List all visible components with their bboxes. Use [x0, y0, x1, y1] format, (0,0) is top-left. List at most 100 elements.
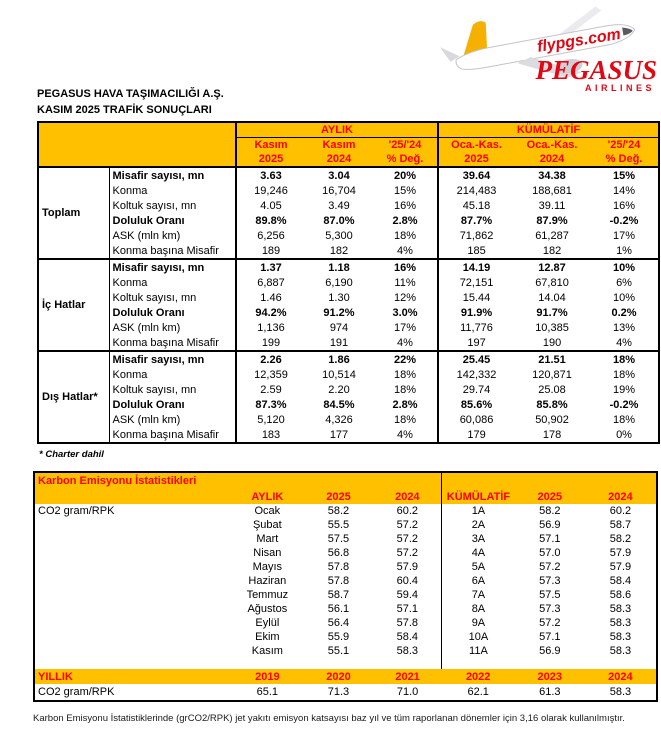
value-cell: 14.19	[438, 258, 515, 275]
traffic-row: Doluluk Oranı 89.8% 87.0% 2.8% 87.7% 87.9% -0.…	[38, 213, 659, 228]
value-cell: 56.8	[327, 547, 350, 559]
value-cell: 190	[542, 336, 562, 349]
spacer-cell	[373, 658, 443, 669]
value-cell: 4%	[373, 335, 440, 351]
value-cell: 5,120	[257, 413, 285, 426]
traffic-row: ASK (mln km) 6,256 5,300 18% 71,862 61,287 17%	[38, 228, 659, 243]
carbon-monthly-row: Ağustos 56.1 57.1 8A 57.3 58.3	[34, 602, 657, 616]
value-cell: 14%	[613, 184, 636, 197]
value-cell: 58.3	[373, 644, 443, 658]
traffic-row: Konma başına Misafir 183 177 4% 179 178 0%	[38, 427, 659, 443]
value-cell: 58.3	[609, 645, 632, 657]
traffic-header-groups: AYLIK KÜMÜLATİF	[38, 122, 660, 167]
value-cell: 56.9	[539, 645, 561, 657]
value-cell: 3.0%	[373, 305, 440, 320]
value-cell: 4%	[373, 243, 440, 259]
carbon-row-label	[34, 518, 231, 532]
traffic-row: Doluluk Oranı 94.2% 91.2% 3.0% 91.9% 91.7% 0.2…	[38, 305, 659, 320]
col-header: 2025	[514, 489, 585, 504]
carbon-row-label	[34, 616, 231, 630]
metric-label: ASK (mln km)	[109, 228, 237, 243]
value-cell: 178	[542, 428, 562, 441]
value-cell: 185	[467, 244, 486, 257]
traffic-row: ASK (mln km) 5,120 4,326 18% 60,086 50,902 18%	[38, 412, 659, 427]
carbon-row-label	[34, 644, 231, 658]
value-cell: 56.1	[327, 603, 350, 615]
traffic-table-header: AYLIK KÜMÜLATİF Kasım Kasım '25/'24 Oca.…	[38, 122, 660, 168]
value-cell: 58.4	[609, 575, 632, 587]
value-cell: 58.2	[327, 505, 350, 517]
carbon-monthly-row: Ekim 55.9 58.4 10A 57.1 58.3	[34, 630, 657, 644]
value-cell: 65.1	[256, 686, 279, 698]
value-cell: 58.2	[609, 533, 632, 545]
value-cell: 182	[329, 244, 349, 257]
value-cell: 16%	[613, 199, 636, 212]
value-cell: 58.3	[609, 686, 632, 698]
col-header: 2025	[303, 489, 374, 504]
value-cell: 18%	[373, 382, 440, 397]
cumulative-group-header: KÜMÜLATİF	[438, 122, 660, 138]
value-cell: 59.4	[373, 588, 443, 602]
value-cell: 58.2	[539, 505, 561, 517]
value-cell: 34.38	[514, 166, 591, 183]
value-cell: 4%	[616, 336, 632, 349]
value-cell: 57.1	[373, 602, 443, 616]
value-cell: 10,385	[535, 321, 569, 334]
charter-footnote: * Charter dahil	[39, 449, 104, 460]
carbon-monthly-row: CO2 gram/RPK Ocak 58.2 60.2 1A 58.2 60.2	[34, 504, 657, 518]
carbon-yearly-values-row: CO2 gram/RPK 65.1 71.3 71.0 62.1 61.3 58.3	[34, 684, 657, 701]
value-cell: 87.9%	[536, 214, 568, 227]
value-cell: 4%	[373, 427, 440, 443]
month-cell: Haziran	[248, 575, 287, 587]
carbon-columns-row: AYLIK 2025 2024 KÜMÜLATİF 2025 2024	[34, 489, 657, 504]
metric-label: Doluluk Oranı	[109, 213, 237, 228]
value-cell: 182	[542, 244, 562, 257]
value-cell: 17%	[373, 320, 440, 335]
value-cell: 191	[329, 336, 349, 349]
airplane-tail-fin	[463, 21, 488, 56]
col-header: '25/'24	[590, 137, 660, 152]
month-cell: Mayıs	[252, 561, 283, 573]
value-cell: 17%	[613, 229, 636, 242]
pegasus-wordmark: PEGASUS	[534, 55, 657, 85]
cumulative-period-cell: 7A	[471, 589, 486, 601]
value-cell: 0.2%	[611, 306, 637, 319]
value-cell: 57.3	[539, 603, 561, 615]
month-cell: Kasım	[251, 645, 283, 657]
value-cell: 55.9	[327, 631, 350, 643]
metric-label: Konma başına Misafir	[109, 335, 237, 351]
spacer-cell	[34, 658, 231, 669]
value-cell: 94.2%	[255, 306, 287, 319]
value-cell: 29.74	[462, 383, 491, 396]
value-cell: 71.0	[396, 686, 419, 698]
metric-label: Koltuk sayısı, mn	[109, 382, 237, 397]
value-cell: 25.08	[538, 383, 566, 396]
cumulative-period-cell: 1A	[471, 505, 486, 517]
metric-label: ASK (mln km)	[109, 412, 237, 427]
col-header: AYLIK	[231, 489, 304, 504]
value-cell: 19,246	[254, 184, 288, 197]
col-header: Kasım	[236, 137, 305, 152]
traffic-table-body: Toplam Misafir sayısı, mn 3.63 3.04 20% 39.64…	[38, 166, 660, 443]
month-cell: Eylül	[255, 617, 280, 629]
spacer-cell	[585, 658, 657, 669]
metric-label: Misafir sayısı, mn	[109, 166, 237, 183]
airplane-engine	[556, 58, 583, 74]
value-cell: 1.37	[236, 258, 305, 275]
value-cell: 1.30	[328, 291, 350, 304]
spacer-cell	[231, 658, 303, 669]
value-cell: 0%	[616, 428, 632, 441]
document-titles: PEGASUS HAVA TAŞIMACILIĞI A.Ş. KASIM 202…	[37, 86, 224, 118]
cumulative-period-cell: 10A	[468, 631, 489, 643]
col-header: KÜMÜLATİF	[441, 489, 515, 504]
airlines-wordmark: AIRLINES	[585, 83, 655, 93]
value-cell: 18%	[373, 367, 440, 382]
year-header-cell: 2021	[373, 669, 442, 684]
month-cell: Ocak	[254, 505, 281, 517]
carbon-row-label	[34, 602, 231, 616]
value-cell: 57.2	[539, 561, 561, 573]
value-cell: 57.9	[609, 561, 632, 573]
value-cell: 67,810	[535, 276, 569, 289]
traffic-row: Koltuk sayısı, mn 4.05 3.49 16% 45.18 39.11 16…	[38, 198, 659, 213]
value-cell: 21.51	[514, 350, 591, 367]
